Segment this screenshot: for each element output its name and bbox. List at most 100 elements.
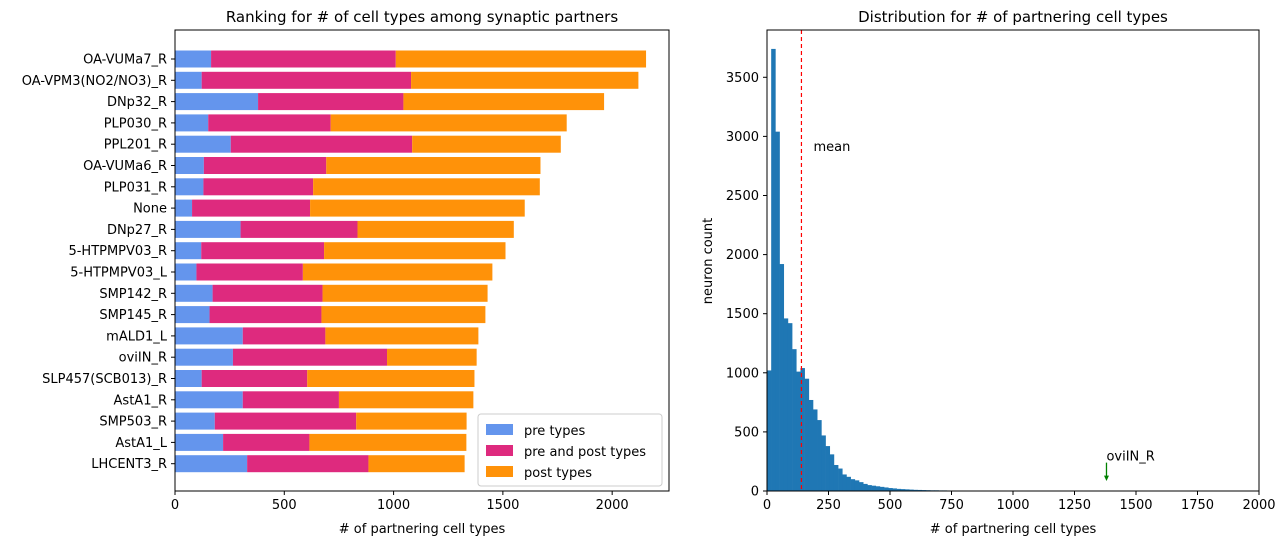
y-tick-label: 1000 (726, 366, 759, 381)
bar-mald1-l-pre-types (175, 327, 243, 344)
y-tick-label: 2500 (726, 189, 759, 204)
bar-plp030-r-pre-and-post-types (208, 114, 330, 131)
x-tick-label: 0 (763, 498, 771, 513)
bar-smp142-r-post-types (323, 285, 488, 302)
histogram-bar (834, 465, 838, 491)
bar-plp031-r-pre-and-post-types (203, 178, 313, 195)
bar-5-htpmpv03-l-post-types (303, 264, 493, 281)
histogram-bar (805, 379, 809, 491)
bar-asta1-r-post-types (339, 391, 473, 408)
bar-oviin-r-pre-types (175, 349, 233, 366)
x-tick-label: 1000 (377, 498, 410, 513)
histogram-bar (813, 409, 817, 491)
bar-smp142-r-pre-and-post-types (213, 285, 323, 302)
x-tick-label: 2000 (1242, 498, 1275, 513)
bar-smp145-r-pre-types (175, 306, 210, 323)
right-x-axis-label: # of partnering cell types (930, 522, 1097, 537)
bar-none-pre-types (175, 200, 192, 217)
bar-plp030-r-pre-types (175, 114, 208, 131)
bar-oa-vpm3-no2-no3-r-pre-types (175, 72, 202, 89)
bar-smp503-r-post-types (356, 413, 466, 430)
bar-smp145-r-post-types (321, 306, 485, 323)
bar-ppl201-r-pre-types (175, 136, 231, 153)
y-tick-label: mALD1_L (106, 329, 168, 344)
bar-oa-vuma7-r-pre-types (175, 51, 211, 68)
bar-asta1-r-pre-types (175, 391, 243, 408)
histogram-bar (846, 477, 850, 491)
y-tick-label: OA-VUMa6_R (83, 159, 167, 174)
bar-ppl201-r-post-types (412, 136, 561, 153)
bar-oa-vuma7-r-pre-and-post-types (211, 51, 396, 68)
y-tick-label: DNp32_R (107, 95, 167, 110)
y-tick-label: PLP030_R (104, 116, 167, 131)
histogram-bar (775, 132, 779, 491)
histogram-bar (771, 49, 775, 491)
legend-swatch-pre-and-post-types (486, 445, 513, 456)
left-x-axis-label: # of partnering cell types (339, 522, 506, 537)
histogram-bar (767, 370, 771, 491)
y-tick-label: 0 (751, 485, 759, 500)
bar-oa-vuma6-r-pre-types (175, 157, 204, 174)
bar-lhcent3-r-pre-types (175, 455, 247, 472)
legend-label-pre-and-post-types: pre and post types (524, 445, 646, 460)
x-tick-label: 1750 (1181, 498, 1214, 513)
x-tick-label: 0 (171, 498, 179, 513)
y-tick-label: 2000 (726, 248, 759, 263)
histogram-bar (830, 454, 834, 491)
bar-oa-vuma6-r-post-types (326, 157, 540, 174)
bar-dnp27-r-pre-and-post-types (241, 221, 358, 238)
histogram-bar (826, 446, 830, 491)
bar-dnp27-r-post-types (358, 221, 514, 238)
histogram-bar (863, 484, 867, 491)
bar-dnp32-r-post-types (403, 93, 604, 110)
legend-label-post-types: post types (524, 466, 592, 481)
y-tick-label: 5-HTPMPV03_L (70, 266, 168, 281)
bar-5-htpmpv03-r-pre-types (175, 242, 201, 259)
histogram-bar (796, 372, 800, 491)
legend: pre types pre and post types post types (478, 414, 662, 486)
x-tick-label: 1500 (486, 498, 519, 513)
y-tick-label: 1500 (726, 307, 759, 322)
annotation-arrow (1104, 463, 1109, 481)
histogram-bar (792, 349, 796, 491)
histogram-bar (780, 264, 784, 491)
y-tick-label: None (133, 202, 167, 217)
histogram-bar (855, 480, 859, 491)
bar-mald1-l-post-types (325, 327, 478, 344)
mean-label: mean (813, 140, 850, 155)
x-tick-label: 750 (939, 498, 964, 513)
bar-slp457-scb013-r-pre-and-post-types (202, 370, 308, 387)
histogram-bar (784, 318, 788, 491)
bar-slp457-scb013-r-pre-types (175, 370, 202, 387)
y-tick-label: OA-VUMa7_R (83, 53, 167, 68)
x-tick-label: 250 (816, 498, 841, 513)
bar-smp503-r-pre-and-post-types (215, 413, 356, 430)
bar-5-htpmpv03-l-pre-types (175, 264, 196, 281)
bar-asta1-l-post-types (309, 434, 466, 451)
histogram-bar (838, 469, 842, 491)
y-tick-label: SLP457(SCB013)_R (42, 372, 167, 387)
y-tick-label: PPL201_R (104, 138, 167, 153)
bar-asta1-l-pre-types (175, 434, 223, 451)
bar-lhcent3-r-pre-and-post-types (247, 455, 368, 472)
histogram-bar (884, 487, 888, 491)
left-chart-title: Ranking for # of cell types among synapt… (226, 8, 618, 26)
histogram-bar (842, 474, 846, 491)
bar-oviin-r-pre-and-post-types (233, 349, 387, 366)
right-chart: Distribution for # of partnering cell ty… (701, 8, 1276, 537)
histogram-bar (867, 485, 871, 491)
annotation-oviIN-R: oviIN_R (1106, 449, 1154, 464)
x-tick-label: 2000 (596, 498, 629, 513)
x-tick-label: 1500 (1119, 498, 1152, 513)
histogram-bar (851, 479, 855, 491)
bar-ppl201-r-pre-and-post-types (231, 136, 412, 153)
y-tick-label: SMP142_R (99, 287, 167, 302)
y-tick-label: 500 (734, 425, 759, 440)
histogram-bar (821, 435, 825, 491)
x-tick-label: 1000 (996, 498, 1029, 513)
right-chart-title: Distribution for # of partnering cell ty… (858, 8, 1168, 26)
annotation-arrow-head (1104, 476, 1109, 481)
left-chart: Ranking for # of cell types among synapt… (22, 8, 669, 537)
bar-lhcent3-r-post-types (368, 455, 464, 472)
